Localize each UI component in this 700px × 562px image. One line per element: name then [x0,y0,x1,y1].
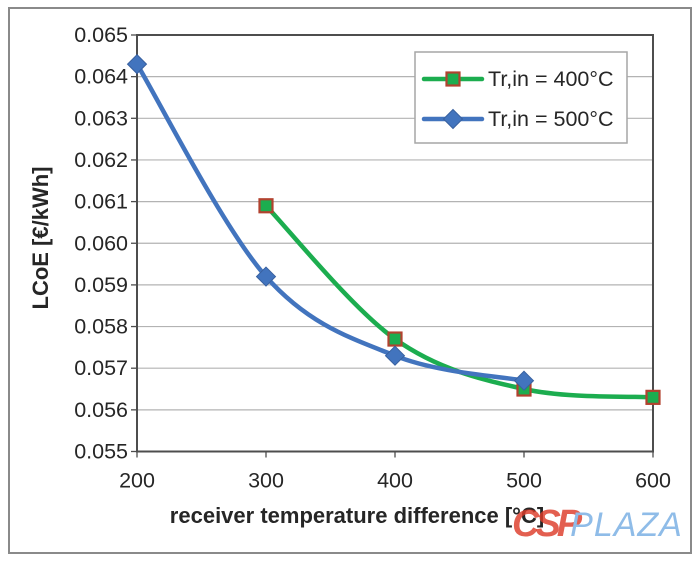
legend-label: Tr,in = 400°C [488,67,614,91]
y-tick-label: 0.065 [74,23,128,47]
x-tick-label: 300 [248,469,284,493]
data-point-marker-500c [384,345,406,366]
y-tick-label: 0.063 [74,106,128,130]
legend-box [414,51,628,144]
y-tick-label: 0.062 [74,148,128,172]
y-tick-label: 0.057 [74,356,128,380]
data-point-marker-400c [387,331,403,347]
y-tick-label: 0.056 [74,398,128,422]
y-tick-label: 0.060 [74,231,128,255]
y-axis-title: LCoE [€/kWh] [28,166,53,310]
data-point-marker-400c [645,389,661,405]
x-axis-title: receiver temperature difference [°C] [169,503,545,528]
x-tick-label: 600 [635,469,671,493]
legend-swatch-marker [442,108,464,130]
y-tick-label: 0.055 [74,440,128,464]
x-tick-label: 400 [377,469,413,493]
series-line-500c [134,61,527,383]
legend-label: Tr,in = 500°C [488,107,614,131]
y-tick-label: 0.064 [74,65,128,89]
x-tick-label: 200 [119,469,155,493]
watermark-plaza-text: PLAZA [570,506,683,544]
data-point-marker-400c [258,198,274,214]
watermark-csp-text: CSP [512,503,582,545]
data-point-marker-500c [126,53,148,75]
legend-swatch-marker [445,71,461,87]
y-tick-label: 0.059 [74,273,128,297]
plot-area-border [136,34,654,453]
y-tick-label: 0.058 [74,315,128,339]
watermark-logo: CSPPLAZA [512,505,683,543]
x-tick-label: 500 [506,469,542,493]
figure-border [8,7,692,554]
y-tick-label: 0.061 [74,190,128,214]
data-point-marker-500c [513,370,535,391]
data-point-marker-500c [255,266,277,287]
